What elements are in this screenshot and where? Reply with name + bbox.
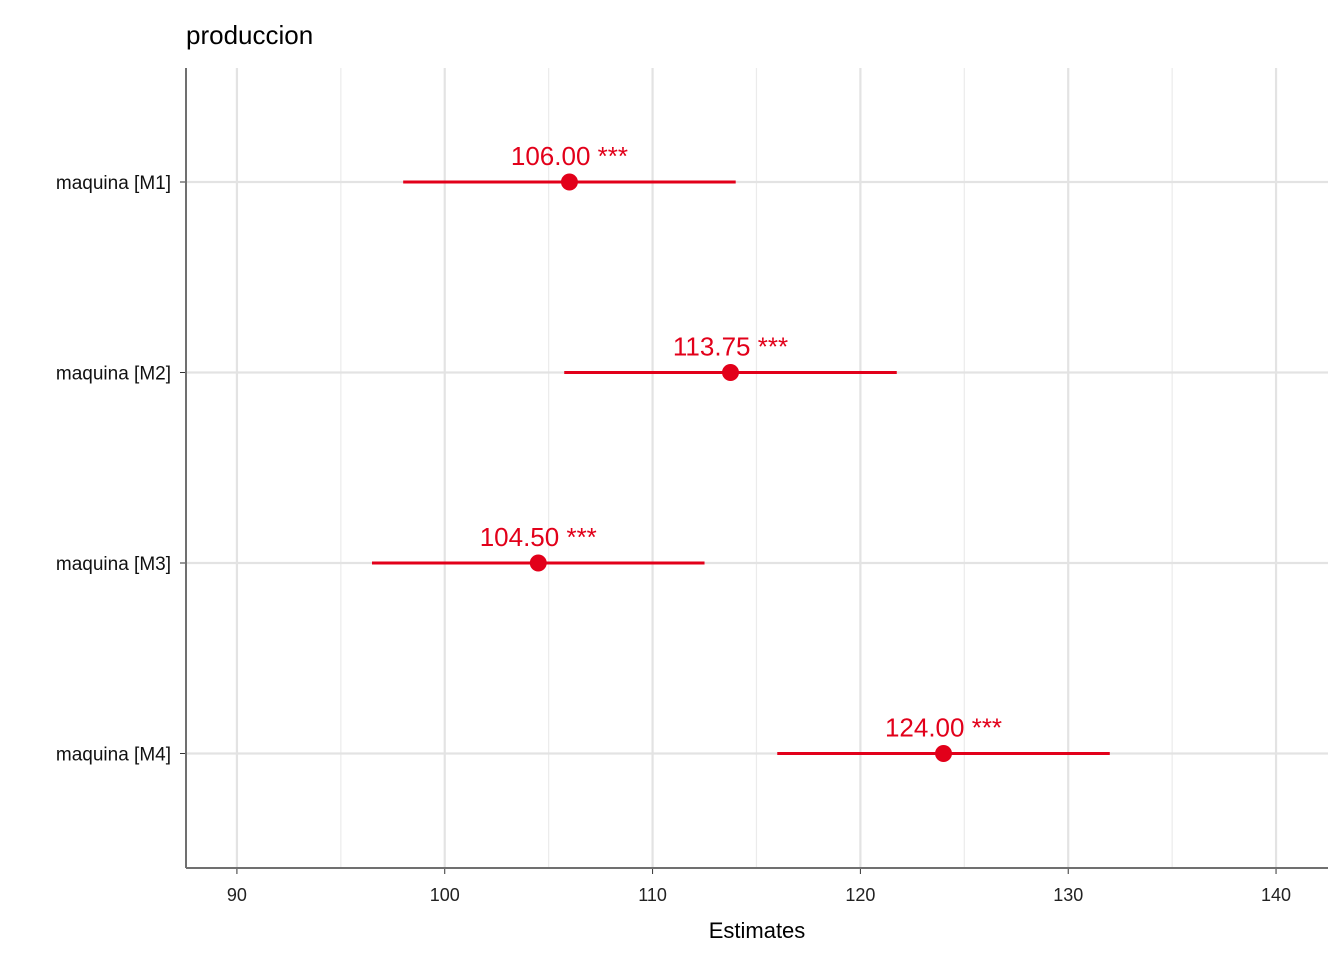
estimate-point — [560, 173, 578, 191]
y-tick-label: maquina [M4] — [56, 745, 171, 766]
y-tick-label: maquina [M3] — [56, 554, 171, 575]
data-label: 106.00 *** — [511, 141, 628, 171]
estimate-point — [722, 364, 740, 381]
x-tick-label: 90 — [227, 885, 247, 905]
x-tick-label: 130 — [1053, 885, 1083, 905]
data-label: 104.50 *** — [480, 522, 597, 552]
estimate-point — [529, 554, 547, 572]
x-tick-label: 120 — [845, 885, 875, 905]
y-tick-label: maquina [M2] — [56, 364, 171, 385]
data-label: 113.75 *** — [673, 332, 788, 362]
data-label: 124.00 *** — [885, 713, 1002, 743]
x-tick-label: 110 — [638, 885, 667, 905]
chart-title: produccion — [186, 20, 313, 50]
x-tick-label: 140 — [1261, 885, 1291, 905]
x-tick-label: 100 — [430, 885, 460, 905]
x-axis-label: Estimates — [709, 918, 806, 943]
estimate-point — [935, 745, 953, 762]
y-tick-label: maquina [M1] — [56, 173, 171, 194]
